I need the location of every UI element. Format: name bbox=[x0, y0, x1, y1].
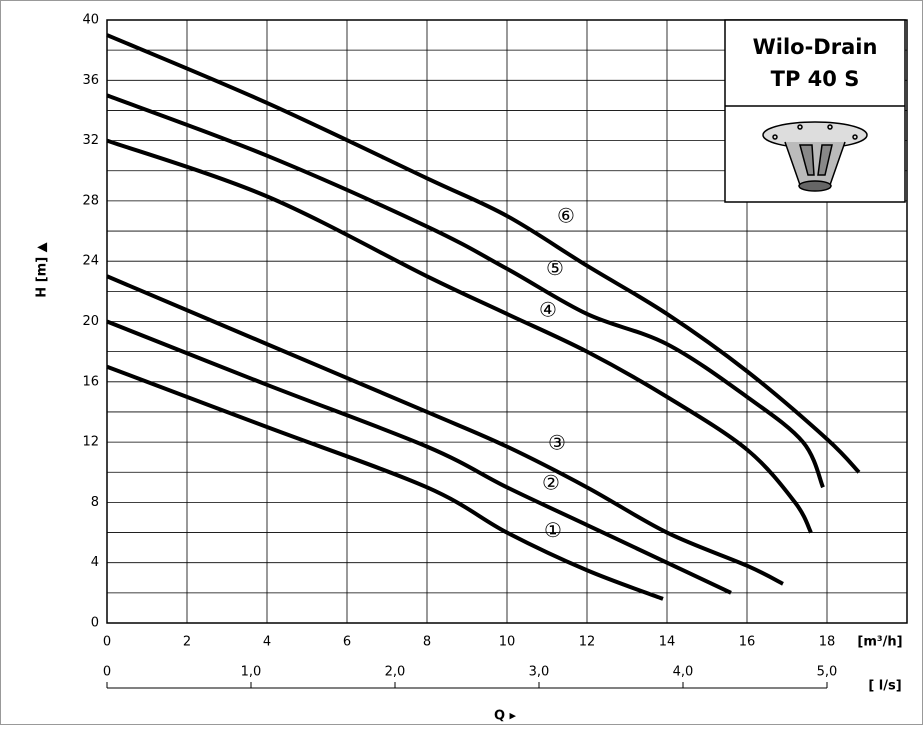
x-tick-label: 4 bbox=[263, 635, 271, 650]
chart: H [m] ▲ [m³/h] [ l/s] Q ▸ 04812162024283… bbox=[0, 0, 923, 725]
y-tick-label: 16 bbox=[82, 374, 99, 389]
x-tick-label: 8 bbox=[423, 635, 431, 650]
y-tick-label: 32 bbox=[82, 133, 99, 148]
curve-label: ③ bbox=[548, 430, 566, 454]
x2-tick-label: 2,0 bbox=[385, 665, 406, 680]
pump-curve bbox=[107, 141, 811, 533]
y-tick-label: 8 bbox=[91, 495, 99, 510]
x2-tick-label: 1,0 bbox=[241, 665, 262, 680]
x-unit: [m³/h] bbox=[857, 635, 902, 650]
y-tick-label: 20 bbox=[82, 314, 99, 329]
y-tick-label: 36 bbox=[82, 73, 99, 88]
chart-subtitle: TP 40 S bbox=[771, 67, 860, 91]
y-tick-label: 40 bbox=[82, 13, 99, 28]
y-tick-label: 4 bbox=[91, 555, 99, 570]
y-tick-label: 28 bbox=[82, 193, 99, 208]
x-tick-label: 10 bbox=[499, 635, 516, 650]
curve-label: ① bbox=[544, 518, 562, 542]
curve-label: ② bbox=[542, 471, 560, 495]
curve-label: ④ bbox=[539, 297, 557, 321]
x-tick-label: 18 bbox=[819, 635, 836, 650]
y-tick-label: 12 bbox=[82, 435, 99, 450]
chart-title: Wilo-Drain bbox=[753, 35, 878, 59]
pump-curve bbox=[107, 322, 731, 593]
x-tick-label: 14 bbox=[659, 635, 676, 650]
x2-tick-label: 5,0 bbox=[817, 665, 838, 680]
x2-unit: [ l/s] bbox=[868, 679, 901, 694]
x-tick-label: 6 bbox=[343, 635, 351, 650]
y-tick-label: 24 bbox=[82, 254, 99, 269]
x2-tick-label: 3,0 bbox=[529, 665, 550, 680]
x2-tick-label: 4,0 bbox=[673, 665, 694, 680]
x-tick-label: 16 bbox=[739, 635, 756, 650]
curve-label: ⑥ bbox=[557, 203, 575, 227]
x-tick-label: 0 bbox=[103, 635, 111, 650]
x-tick-label: 2 bbox=[183, 635, 191, 650]
y-axis-label: H [m] ▲ bbox=[35, 242, 50, 297]
x-axis-label: Q ▸ bbox=[494, 709, 517, 724]
title-box: Wilo-Drain TP 40 S bbox=[725, 20, 905, 202]
x-tick-label: 12 bbox=[579, 635, 596, 650]
y-tick-label: 0 bbox=[91, 616, 99, 631]
x2-tick-label: 0 bbox=[103, 665, 111, 680]
curve-label: ⑤ bbox=[546, 256, 564, 280]
